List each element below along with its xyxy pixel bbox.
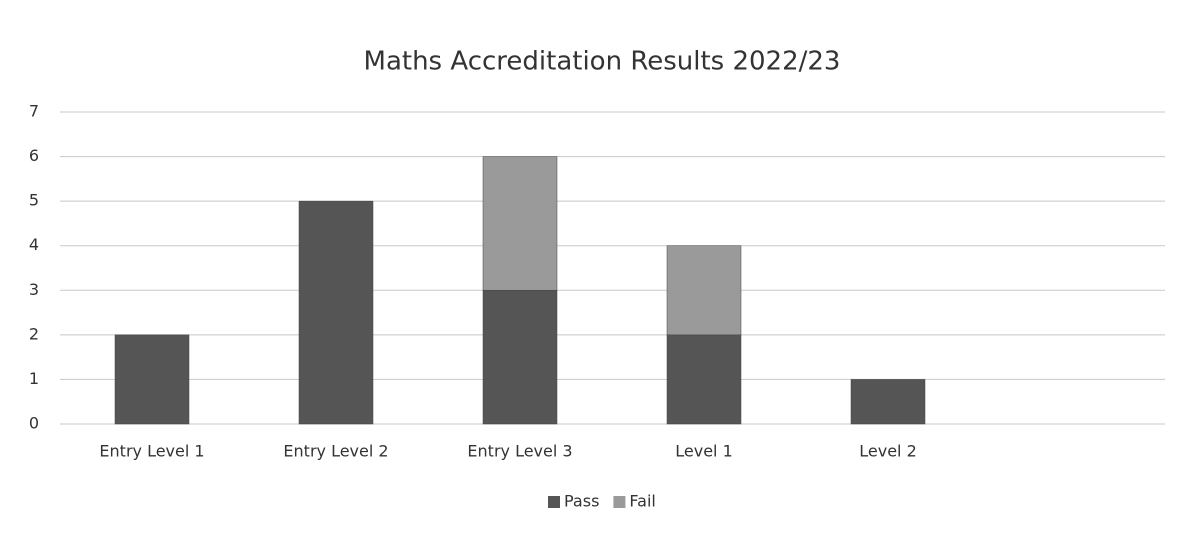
- bar-segment: [298, 200, 374, 425]
- y-tick-label: 4: [29, 235, 39, 254]
- legend-label: Pass: [564, 492, 599, 511]
- bar-segment: [114, 334, 190, 425]
- legend-swatch: [548, 496, 560, 508]
- y-tick-label: 6: [29, 146, 39, 165]
- y-tick-label: 3: [29, 280, 39, 299]
- x-tick-label: Level 1: [675, 442, 733, 461]
- bar-segment: [482, 290, 558, 425]
- y-tick-label: 5: [29, 191, 39, 210]
- legend-swatch: [613, 496, 626, 508]
- bar-segment: [666, 334, 742, 425]
- x-tick-label: Entry Level 2: [283, 442, 388, 461]
- y-tick-label: 0: [29, 414, 39, 433]
- x-tick-label: Entry Level 3: [467, 442, 572, 461]
- y-tick-label: 7: [29, 102, 39, 121]
- x-tick-label: Entry Level 1: [99, 442, 204, 461]
- legend-label: Fail: [629, 492, 655, 511]
- chart-title: Maths Accreditation Results 2022/23: [364, 47, 841, 77]
- bar-segment: [482, 156, 558, 291]
- bar-segment: [850, 379, 926, 425]
- bar-segment: [666, 245, 742, 336]
- y-tick-label: 1: [29, 369, 39, 388]
- y-tick-label: 2: [29, 324, 39, 343]
- x-tick-label: Level 2: [859, 442, 917, 461]
